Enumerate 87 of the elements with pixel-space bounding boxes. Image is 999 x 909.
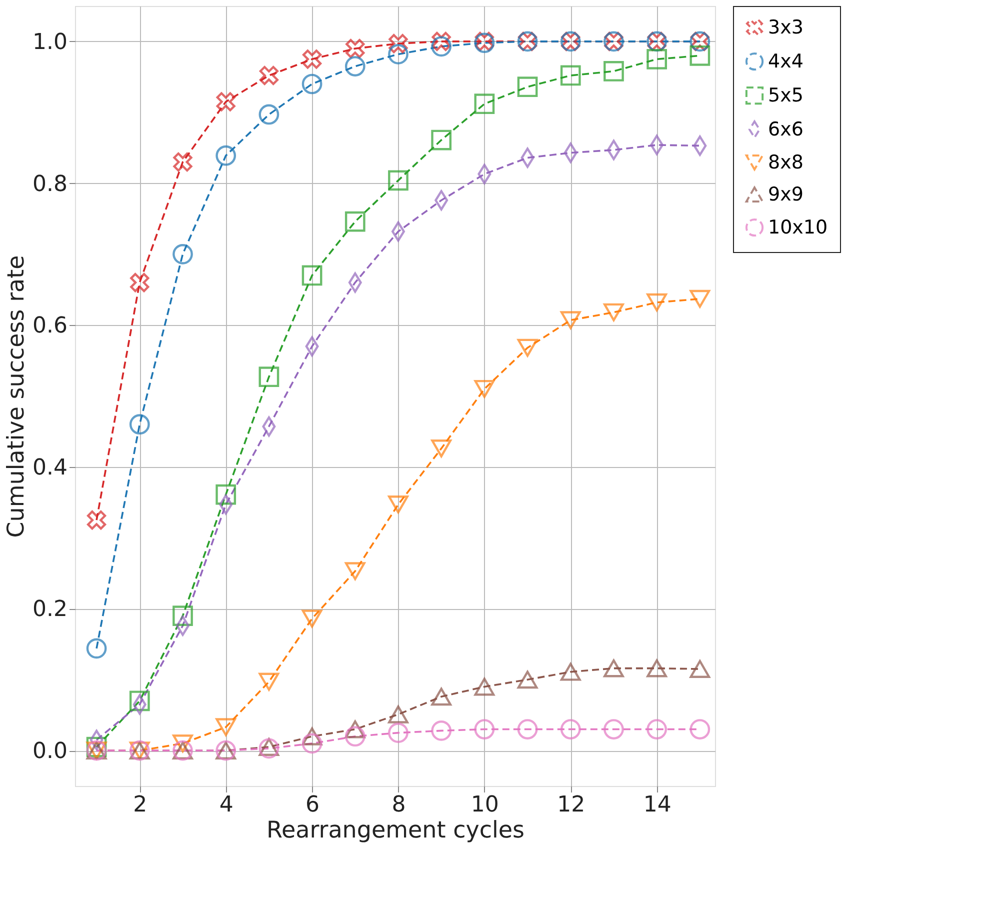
- point: [302, 733, 322, 754]
- point: [604, 719, 624, 740]
- legend-label: 6x6: [768, 118, 804, 140]
- point: [431, 688, 452, 706]
- y-tick-label: 0.8: [32, 172, 68, 197]
- point: [474, 678, 495, 696]
- point: [517, 670, 538, 689]
- point: [344, 211, 366, 232]
- point: [258, 672, 280, 691]
- point: [560, 719, 581, 740]
- point: [431, 36, 452, 57]
- point: [560, 65, 581, 86]
- point: [474, 380, 495, 398]
- point: [129, 690, 150, 712]
- point: [604, 61, 624, 82]
- x-tick-label: 12: [557, 792, 586, 818]
- legend-label: 10x10: [768, 216, 828, 238]
- x-axis-title: Rearrangement cycles: [266, 818, 525, 844]
- x-tick-label: 2: [133, 792, 148, 818]
- point: [646, 293, 667, 312]
- point: [690, 290, 710, 308]
- point: [302, 74, 322, 94]
- legend-label: 3x3: [768, 16, 804, 38]
- point: [388, 722, 408, 743]
- x-tick-label: 4: [219, 792, 234, 818]
- point: [302, 727, 322, 746]
- x-tick-label: 14: [643, 792, 672, 818]
- point: [431, 720, 452, 741]
- point: [690, 660, 710, 678]
- point: [646, 659, 667, 678]
- point: [302, 265, 322, 286]
- point: [690, 719, 710, 740]
- point: [216, 484, 236, 505]
- point: [388, 34, 408, 54]
- y-axis-title: Cumulative success rate: [4, 255, 30, 538]
- point: [560, 662, 581, 681]
- point: [173, 152, 192, 172]
- point: [302, 50, 322, 69]
- point: [474, 94, 495, 114]
- y-tick-label: 1.0: [32, 30, 68, 55]
- legend-label: 5x5: [768, 84, 804, 106]
- point: [388, 170, 408, 191]
- point: [431, 130, 452, 150]
- point: [130, 272, 150, 292]
- point: [431, 440, 452, 458]
- x-tick-label: 8: [392, 792, 406, 818]
- point: [86, 736, 107, 758]
- point: [690, 45, 710, 66]
- point: [86, 510, 106, 530]
- point: [604, 303, 624, 322]
- y-tick-label: 0.4: [32, 455, 68, 480]
- legend-label: 8x8: [768, 152, 804, 174]
- y-tick-label: 0.2: [32, 597, 68, 622]
- point: [646, 719, 667, 740]
- point: [388, 496, 408, 514]
- point: [258, 104, 280, 125]
- point: [388, 705, 408, 724]
- point: [172, 244, 193, 264]
- point: [517, 338, 538, 357]
- point: [344, 726, 366, 747]
- point: [388, 44, 408, 64]
- point: [560, 311, 581, 330]
- point: [646, 49, 667, 70]
- y-tick-label: 0.0: [32, 739, 68, 764]
- y-tick-label: 0.6: [32, 314, 68, 339]
- point: [474, 719, 495, 740]
- point: [432, 32, 451, 52]
- point: [344, 562, 366, 580]
- point: [344, 56, 366, 76]
- point: [216, 718, 236, 736]
- point: [172, 606, 193, 626]
- point: [604, 659, 624, 678]
- x-tick-label: 6: [306, 792, 320, 818]
- point: [259, 66, 279, 86]
- legend-label: 9x9: [768, 184, 804, 206]
- point: [216, 92, 236, 112]
- point: [344, 720, 366, 738]
- legend-label: 4x4: [768, 50, 804, 72]
- point: [216, 145, 236, 166]
- point: [517, 76, 538, 98]
- point: [346, 38, 365, 58]
- point: [258, 366, 280, 388]
- point: [129, 414, 150, 435]
- point: [517, 719, 538, 740]
- point: [302, 610, 322, 628]
- x-tick-label: 10: [470, 792, 499, 818]
- point: [86, 638, 107, 659]
